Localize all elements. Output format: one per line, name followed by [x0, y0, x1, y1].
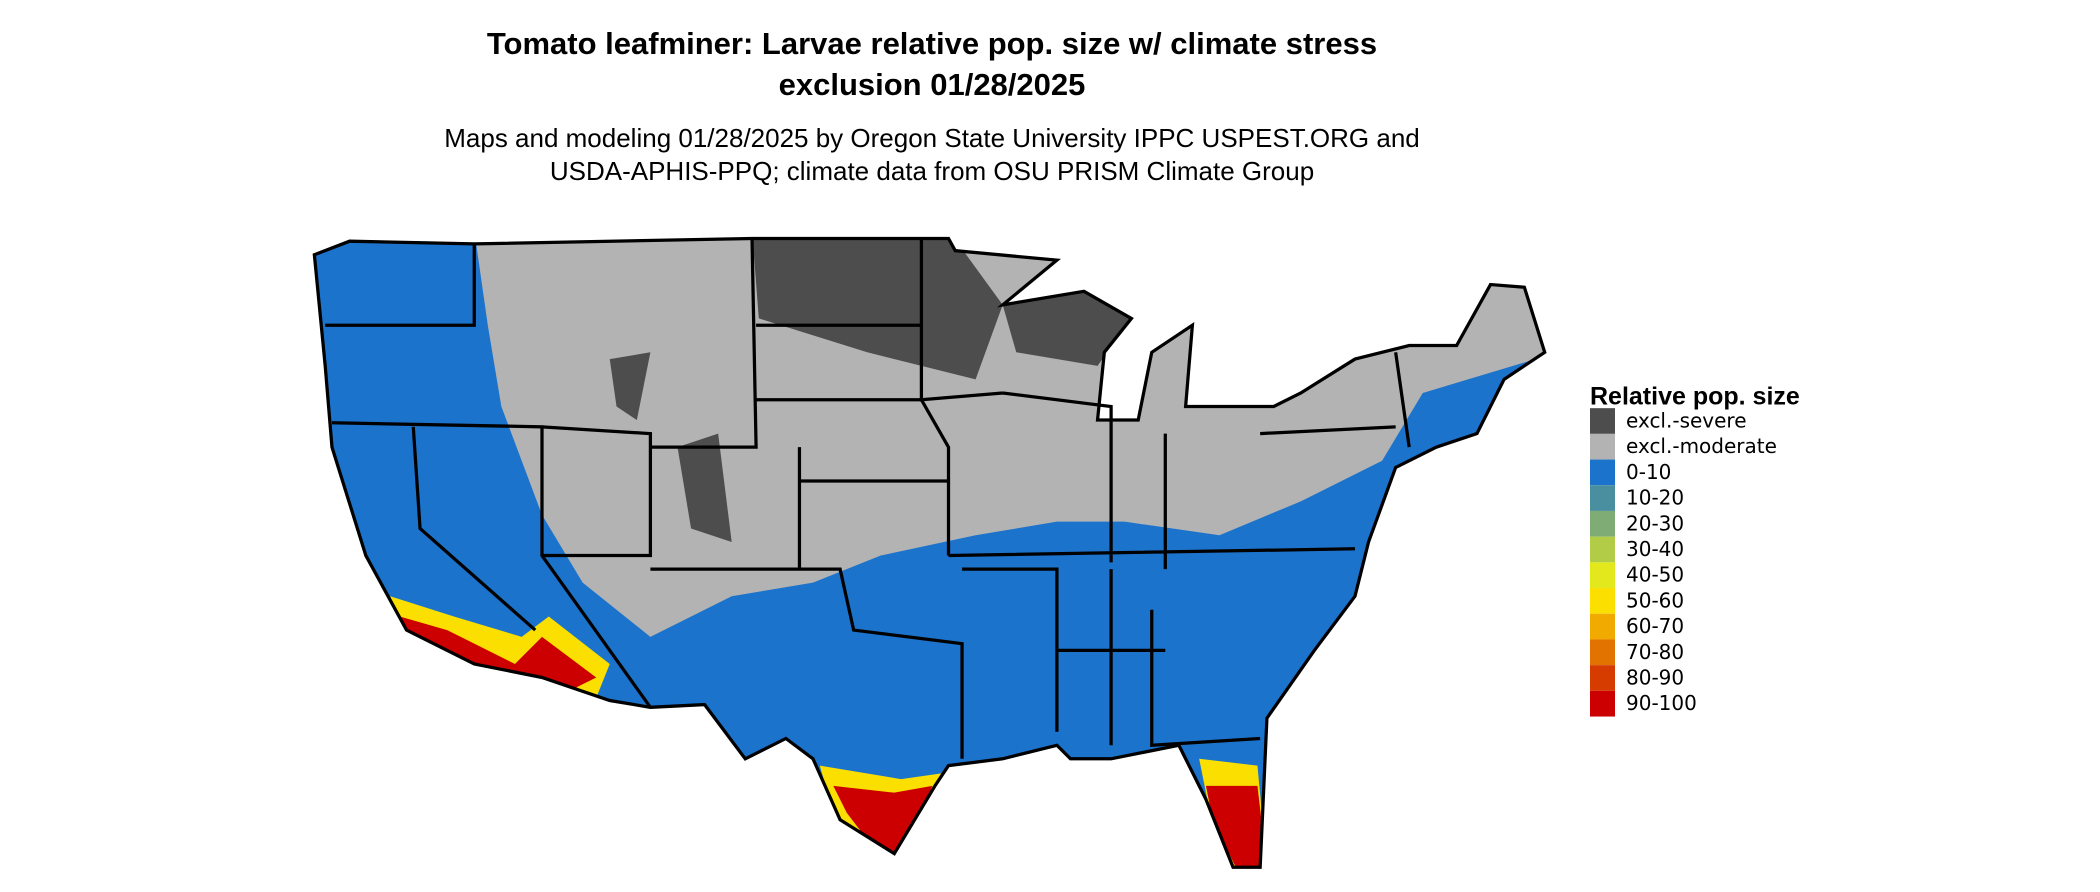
legend-swatch — [1590, 510, 1615, 537]
legend-label: 60-70 — [1626, 614, 1684, 638]
region-severe — [752, 238, 1003, 380]
legend-swatch — [1590, 665, 1615, 691]
legend-swatch — [1590, 485, 1615, 511]
map-fill — [314, 238, 1545, 868]
region-severe — [677, 433, 732, 542]
region-severe — [1002, 291, 1132, 366]
legend-swatch — [1590, 588, 1615, 614]
legend-swatch — [1590, 433, 1615, 460]
us-outline — [312, 236, 1547, 869]
title: exclusion 01/28/2025 — [779, 67, 1086, 102]
legend-label: 40-50 — [1626, 563, 1684, 587]
subtitle: Maps and modeling 01/28/2025 by Oregon S… — [444, 123, 1420, 153]
legend: excl.-severeexcl.-moderate0-1010-2020-30… — [1590, 408, 1777, 717]
subtitle: USDA-APHIS-PPQ; climate data from OSU PR… — [550, 156, 1314, 186]
legend-swatch — [1590, 613, 1615, 640]
region-high — [399, 616, 597, 692]
legend-label: 50-60 — [1626, 588, 1684, 612]
legend-label: 30-40 — [1626, 537, 1684, 561]
us-map — [312, 236, 1547, 869]
legend-label: excl.-severe — [1626, 409, 1747, 433]
legend-label: 0-10 — [1626, 460, 1671, 484]
legend-label: 90-100 — [1626, 691, 1697, 715]
legend-label: 80-90 — [1626, 666, 1684, 690]
legend-swatch — [1590, 459, 1615, 486]
legend-swatch — [1590, 562, 1615, 589]
region-high — [1205, 785, 1267, 868]
state-borders — [312, 236, 1547, 869]
legend-swatch — [1590, 536, 1615, 563]
legend-label: excl.-moderate — [1626, 434, 1777, 458]
legend-swatch — [1590, 408, 1615, 434]
legend-label: 20-30 — [1626, 511, 1684, 535]
legend-swatch — [1590, 690, 1615, 717]
legend-label: 70-80 — [1626, 640, 1684, 664]
legend-label: 10-20 — [1626, 486, 1684, 510]
legend-swatch — [1590, 639, 1615, 666]
title: Tomato leafminer: Larvae relative pop. s… — [487, 26, 1377, 61]
legend-title: Relative pop. size — [1590, 383, 1800, 411]
